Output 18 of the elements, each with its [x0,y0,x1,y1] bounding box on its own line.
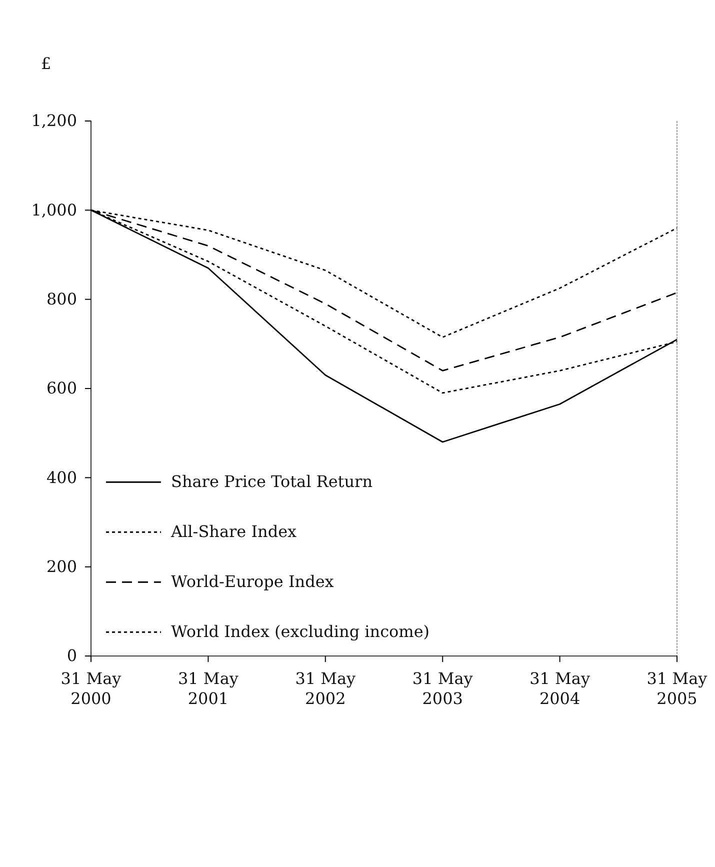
x-tick-label: 31 May 2004 [530,669,590,708]
x-tick-label: 31 May 2001 [178,669,238,708]
x-tick-label: 31 May 2000 [60,669,122,708]
y-tick-label: 1,200 [31,111,77,130]
legend-label: Share Price Total Return [171,472,372,492]
y-tick-label: 1,000 [31,200,77,220]
y-tick-label: 400 [46,468,77,487]
legend-label: All-Share Index [170,522,297,542]
legend-label: World Index (excluding income) [171,622,430,642]
y-tick-label: 0 [66,646,77,666]
y-axis-title: £ [41,54,52,73]
y-tick-label: 800 [46,289,77,308]
x-tick-label: 31 May 2002 [295,669,356,708]
legend-label: World-Europe Index [171,572,334,592]
x-tick-label: 31 May 2005 [646,669,708,708]
y-tick-label: 600 [46,378,77,398]
x-tick-label: 31 May 2003 [412,669,473,708]
y-tick-label: 200 [46,556,77,576]
